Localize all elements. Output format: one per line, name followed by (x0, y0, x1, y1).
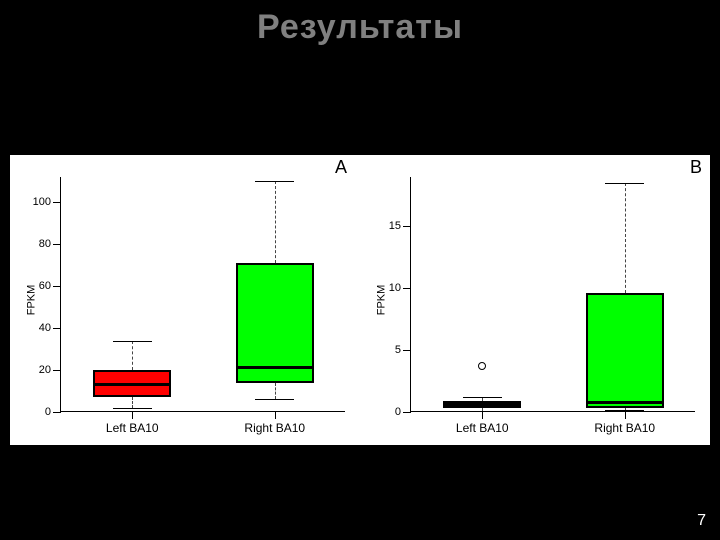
x-tick-label: Left BA10 (106, 411, 159, 435)
panel-a: A FPKM 020406080100Left BA10Right BA10 (10, 155, 360, 445)
whisker-cap (255, 181, 294, 182)
y-tick-label: 15 (389, 220, 411, 232)
slide: Результаты A FPKM 020406080100Left BA10R… (0, 0, 720, 540)
box (236, 263, 314, 383)
y-tick-label: 10 (389, 282, 411, 294)
panel-b-label: B (690, 157, 702, 178)
whisker-upper (625, 183, 626, 293)
y-tick-label: 0 (395, 406, 411, 418)
median-line (586, 401, 664, 404)
whisker-lower (132, 397, 133, 407)
median-line (443, 403, 521, 406)
panel-a-ylabel: FPKM (25, 285, 37, 316)
y-tick-label: 80 (39, 238, 61, 250)
x-tick-label: Right BA10 (594, 411, 655, 435)
box (586, 293, 664, 408)
whisker-cap (605, 410, 644, 411)
panel-a-label: A (335, 157, 347, 178)
figure: A FPKM 020406080100Left BA10Right BA10 B… (10, 155, 710, 445)
whisker-cap (463, 411, 502, 412)
whisker-cap (463, 397, 502, 398)
whisker-lower (275, 383, 276, 400)
page-number: 7 (697, 512, 706, 530)
whisker-upper (275, 181, 276, 263)
whisker-cap (605, 183, 644, 184)
y-tick-label: 5 (395, 344, 411, 356)
panel-b-ylabel: FPKM (375, 285, 387, 316)
whisker-upper (132, 341, 133, 370)
median-line (236, 366, 314, 369)
y-tick-label: 100 (33, 196, 61, 208)
y-tick-label: 60 (39, 280, 61, 292)
slide-title: Результаты (0, 8, 720, 47)
outlier-point (478, 362, 486, 370)
median-line (93, 383, 171, 386)
y-tick-label: 20 (39, 364, 61, 376)
x-tick-label: Right BA10 (244, 411, 305, 435)
x-tick-label: Left BA10 (456, 411, 509, 435)
panel-a-plot: 020406080100Left BA10Right BA10 (60, 177, 345, 412)
whisker-cap (255, 399, 294, 400)
y-tick-label: 40 (39, 322, 61, 334)
whisker-cap (113, 341, 152, 342)
panel-b-plot: 051015Left BA10Right BA10 (410, 177, 695, 412)
whisker-cap (113, 408, 152, 409)
panel-b: B FPKM 051015Left BA10Right BA10 (360, 155, 710, 445)
y-tick-label: 0 (45, 406, 61, 418)
